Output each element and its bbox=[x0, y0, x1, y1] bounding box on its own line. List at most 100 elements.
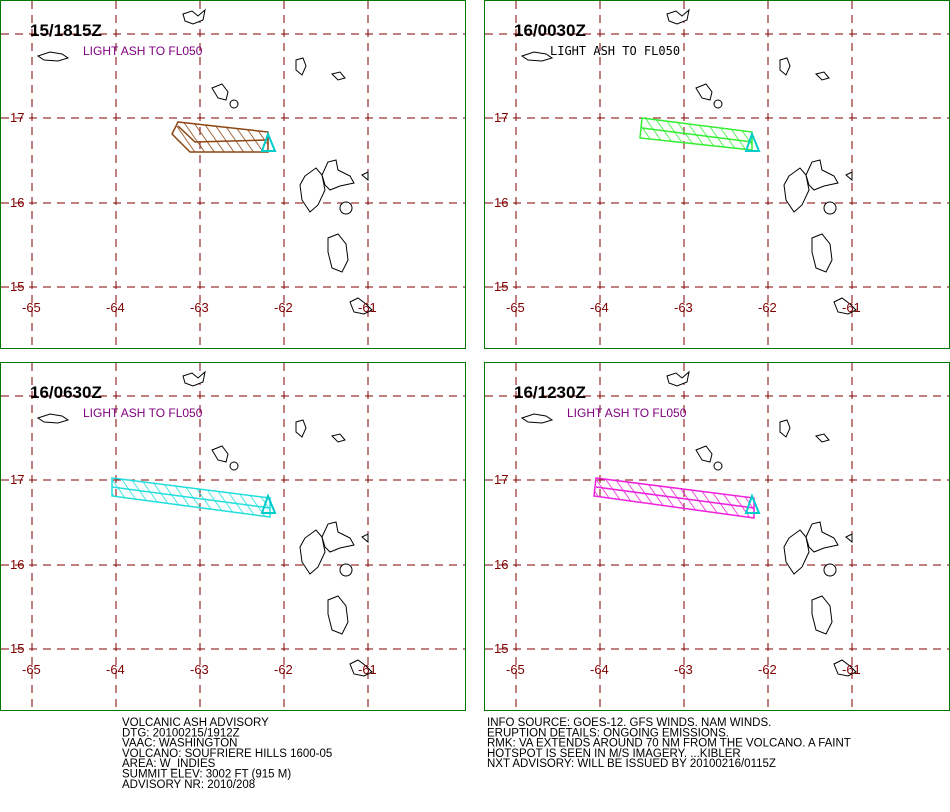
advisory-line: VAAC: WASHINGTON bbox=[122, 738, 237, 750]
advisory-line: VOLCANO: SOUFRIERE HILLS 1600-05 bbox=[122, 748, 332, 760]
advisory-line: DTG: 20100215/1912Z bbox=[122, 727, 240, 739]
advisory-line: ADVISORY NR: 2010/208 bbox=[122, 779, 255, 791]
lon-label: -62 bbox=[274, 662, 293, 677]
lon-label: -65 bbox=[506, 300, 525, 315]
coastline bbox=[779, 57, 791, 76]
coastline bbox=[211, 445, 229, 463]
lon-label: -62 bbox=[758, 300, 777, 315]
lon-label: -65 bbox=[506, 662, 525, 677]
lon-label: -61 bbox=[842, 662, 861, 677]
coastline bbox=[666, 370, 690, 387]
lat-label: 17 bbox=[494, 472, 508, 487]
coastline bbox=[327, 595, 349, 635]
ash-label: LIGHT ASH TO FL050 bbox=[83, 44, 203, 58]
coastline bbox=[833, 297, 857, 315]
coastline bbox=[833, 659, 857, 677]
coastline bbox=[349, 297, 373, 315]
coastline bbox=[321, 521, 355, 553]
coastline bbox=[815, 71, 830, 81]
panel-time: 16/0030Z bbox=[514, 21, 586, 40]
advisory-line: VOLCANIC ASH ADVISORY bbox=[122, 717, 269, 729]
coastline bbox=[349, 659, 373, 677]
lon-label: -63 bbox=[674, 662, 693, 677]
coastline bbox=[299, 167, 326, 213]
advisory-line: AREA: W_INDIES bbox=[122, 758, 216, 770]
ash-axis bbox=[177, 125, 269, 143]
panel-time: 16/1230Z bbox=[514, 383, 586, 402]
coastline bbox=[520, 413, 554, 424]
lat-label: 16 bbox=[10, 195, 24, 210]
coastline bbox=[182, 370, 206, 387]
coastline bbox=[805, 521, 839, 553]
ash-label: LIGHT ASH TO FL050 bbox=[567, 406, 687, 420]
coastline bbox=[321, 159, 355, 191]
coastline bbox=[361, 171, 369, 182]
volcano-marker bbox=[260, 493, 277, 514]
coastline bbox=[361, 533, 369, 544]
advisory-line: SUMMIT ELEV: 3002 FT (915 M) bbox=[122, 769, 291, 781]
panel-frame bbox=[0, 362, 466, 711]
lon-label: -61 bbox=[842, 300, 861, 315]
advisory-line: NXT ADVISORY: WILL BE ISSUED BY 20100216… bbox=[487, 758, 776, 770]
lat-label: 15 bbox=[494, 279, 508, 294]
ash-label: LIGHT ASH TO FL050 bbox=[550, 44, 680, 58]
coastline bbox=[783, 167, 810, 213]
coastline bbox=[811, 595, 833, 635]
ash-area bbox=[171, 121, 269, 153]
ash-axis bbox=[111, 486, 271, 509]
coastline bbox=[815, 433, 830, 443]
lon-label: -62 bbox=[758, 662, 777, 677]
volcano-marker bbox=[744, 493, 761, 514]
panel-frame bbox=[484, 362, 950, 711]
coastline bbox=[331, 71, 346, 81]
ash-axis bbox=[595, 486, 755, 509]
advisory-line: ERUPTION DETAILS: ONGOING EMISSIONS. bbox=[487, 727, 729, 739]
coastline bbox=[211, 83, 229, 101]
panel-frame bbox=[484, 0, 950, 349]
lon-label: -63 bbox=[674, 300, 693, 315]
lon-label: -62 bbox=[274, 300, 293, 315]
lon-label: -63 bbox=[190, 662, 209, 677]
coastline bbox=[823, 201, 837, 215]
lat-label: 17 bbox=[494, 110, 508, 125]
panel-time: 15/1815Z bbox=[30, 21, 102, 40]
coastline bbox=[695, 83, 713, 101]
coastline bbox=[520, 51, 554, 62]
coastline bbox=[845, 533, 853, 544]
coastline bbox=[229, 99, 239, 109]
lat-label: 17 bbox=[10, 110, 24, 125]
coastline bbox=[327, 233, 349, 273]
lat-label: 17 bbox=[10, 472, 24, 487]
lon-label: -65 bbox=[22, 662, 41, 677]
coastline bbox=[36, 413, 70, 424]
map-panel: -65 -64 -63 -62 -61 17 16 15 16/0030Z LIGHT ASH T… bbox=[484, 0, 950, 349]
lon-label: -61 bbox=[358, 300, 377, 315]
coastline bbox=[779, 419, 791, 438]
coastline bbox=[666, 8, 690, 25]
coastline bbox=[713, 99, 723, 109]
lat-label: 15 bbox=[10, 279, 24, 294]
lat-label: 15 bbox=[10, 641, 24, 656]
lat-label: 15 bbox=[494, 641, 508, 656]
coastline bbox=[805, 159, 839, 191]
lat-label: 16 bbox=[10, 557, 24, 572]
coastline bbox=[331, 433, 346, 443]
lat-label: 16 bbox=[494, 557, 508, 572]
lon-label: -64 bbox=[106, 300, 125, 315]
ash-axis bbox=[641, 127, 753, 143]
lon-label: -61 bbox=[358, 662, 377, 677]
volcano-marker bbox=[260, 131, 277, 152]
lon-label: -63 bbox=[190, 300, 209, 315]
coastline bbox=[339, 201, 353, 215]
advisory-line: HOTSPOT IS SEEN IN M/S IMAGERY. ...KIBLE… bbox=[487, 748, 741, 760]
advisory-line: INFO SOURCE: GOES-12. GFS WINDS. NAM WIN… bbox=[487, 717, 771, 729]
coastline bbox=[783, 529, 810, 575]
coastline bbox=[299, 529, 326, 575]
coastline bbox=[823, 563, 837, 577]
ash-label: LIGHT ASH TO FL050 bbox=[83, 406, 203, 420]
coastline bbox=[36, 51, 70, 62]
lon-label: -64 bbox=[590, 662, 609, 677]
advisory-line: RMK: VA EXTENDS AROUND 70 NM FROM THE VO… bbox=[487, 738, 851, 750]
coastline bbox=[229, 461, 239, 471]
